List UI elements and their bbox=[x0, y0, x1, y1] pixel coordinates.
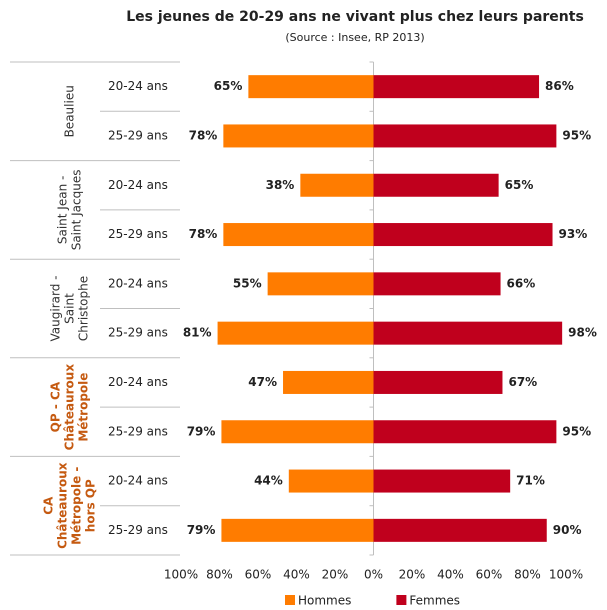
group-label: QP - CA bbox=[49, 381, 63, 432]
category-label: 20-24 ans bbox=[108, 474, 168, 488]
category-label: 20-24 ans bbox=[108, 375, 168, 389]
group-label: hors QP bbox=[84, 479, 98, 532]
bar bbox=[373, 272, 501, 296]
bar bbox=[283, 370, 374, 394]
group-label: Châteauroux bbox=[63, 364, 77, 451]
value-label: 65% bbox=[505, 178, 534, 192]
bar bbox=[373, 223, 553, 247]
group-label: Vaugirard - bbox=[49, 276, 63, 342]
x-tick-label: 40% bbox=[437, 568, 464, 582]
bar bbox=[373, 420, 557, 444]
value-label: 95% bbox=[562, 128, 591, 142]
x-tick-label: 20% bbox=[399, 568, 426, 582]
bar bbox=[223, 223, 374, 247]
value-label: 65% bbox=[214, 79, 243, 93]
bar bbox=[373, 124, 557, 148]
x-tick-label: 100% bbox=[164, 568, 198, 582]
value-label: 98% bbox=[568, 326, 597, 340]
bar bbox=[373, 370, 503, 394]
group-label: Saint Jacques bbox=[70, 170, 84, 251]
bar bbox=[373, 469, 511, 493]
chart-subtitle: (Source : Insee, RP 2013) bbox=[285, 31, 424, 44]
category-label: 25-29 ans bbox=[108, 523, 168, 537]
category-label: 20-24 ans bbox=[108, 79, 168, 93]
group-label: Beaulieu bbox=[63, 85, 77, 137]
bar bbox=[300, 173, 374, 197]
value-label: 78% bbox=[189, 227, 218, 241]
value-label: 86% bbox=[545, 79, 574, 93]
legend-label: Hommes bbox=[298, 594, 351, 608]
value-label: 78% bbox=[189, 128, 218, 142]
group-label: Métropole - bbox=[70, 467, 84, 545]
value-label: 93% bbox=[559, 227, 588, 241]
value-label: 71% bbox=[516, 474, 545, 488]
x-tick-label: 60% bbox=[245, 568, 272, 582]
value-label: 95% bbox=[562, 424, 591, 438]
value-label: 66% bbox=[507, 276, 536, 290]
x-tick-label: 0% bbox=[364, 568, 383, 582]
bar bbox=[248, 75, 374, 99]
value-label: 79% bbox=[187, 424, 216, 438]
value-label: 38% bbox=[266, 178, 295, 192]
group-label: Métropole bbox=[77, 373, 91, 442]
x-tick-label: 80% bbox=[514, 568, 541, 582]
bar bbox=[373, 518, 547, 542]
x-tick-label: 100% bbox=[549, 568, 583, 582]
value-label: 44% bbox=[254, 474, 283, 488]
bar bbox=[373, 75, 540, 99]
bar bbox=[373, 173, 499, 197]
legend-label: Femmes bbox=[409, 594, 460, 608]
group-label: CA bbox=[42, 496, 56, 515]
bar bbox=[373, 321, 563, 345]
value-label: 47% bbox=[248, 375, 277, 389]
category-label: 20-24 ans bbox=[108, 178, 168, 192]
value-label: 55% bbox=[233, 276, 262, 290]
category-label: 25-29 ans bbox=[108, 326, 168, 340]
bar bbox=[221, 518, 374, 542]
bar bbox=[221, 420, 374, 444]
group-label: Châteauroux bbox=[56, 462, 70, 549]
group-label: Saint bbox=[63, 293, 77, 324]
chart-title: Les jeunes de 20-29 ans ne vivant plus c… bbox=[126, 9, 584, 25]
bar bbox=[217, 321, 374, 345]
bar bbox=[223, 124, 374, 148]
category-label: 20-24 ans bbox=[108, 276, 168, 290]
x-tick-label: 40% bbox=[283, 568, 310, 582]
value-label: 81% bbox=[183, 326, 212, 340]
bar bbox=[267, 272, 374, 296]
group-label: Christophe bbox=[77, 276, 91, 341]
x-tick-label: 60% bbox=[476, 568, 503, 582]
category-label: 25-29 ans bbox=[108, 424, 168, 438]
legend-swatch bbox=[396, 595, 407, 605]
value-label: 67% bbox=[508, 375, 537, 389]
category-label: 25-29 ans bbox=[108, 227, 168, 241]
legend-swatch bbox=[285, 595, 295, 605]
value-label: 90% bbox=[553, 523, 582, 537]
value-label: 79% bbox=[187, 523, 216, 537]
x-tick-label: 80% bbox=[206, 568, 233, 582]
group-label: Saint Jean - bbox=[56, 176, 70, 244]
bar bbox=[288, 469, 374, 493]
x-tick-label: 20% bbox=[322, 568, 349, 582]
category-label: 25-29 ans bbox=[108, 128, 168, 142]
